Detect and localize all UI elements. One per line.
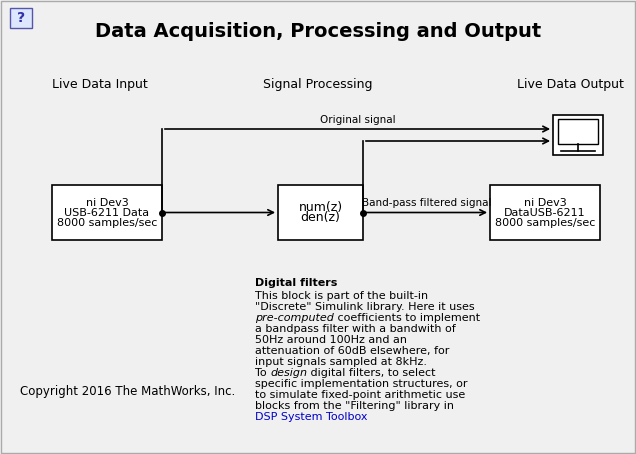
Text: digital filters, to select: digital filters, to select xyxy=(307,368,436,378)
Text: 8000 samples/sec: 8000 samples/sec xyxy=(495,217,595,227)
Text: pre-computed: pre-computed xyxy=(255,313,334,323)
FancyBboxPatch shape xyxy=(553,115,603,155)
Text: to simulate fixed-point arithmetic use: to simulate fixed-point arithmetic use xyxy=(255,390,466,400)
Text: Copyright 2016 The MathWorks, Inc.: Copyright 2016 The MathWorks, Inc. xyxy=(20,385,235,398)
FancyBboxPatch shape xyxy=(558,119,598,144)
FancyBboxPatch shape xyxy=(490,185,600,240)
Text: ni Dev3: ni Dev3 xyxy=(86,197,128,207)
FancyBboxPatch shape xyxy=(278,185,363,240)
Text: 50Hz around 100Hz and an: 50Hz around 100Hz and an xyxy=(255,335,407,345)
Text: Data Acquisition, Processing and Output: Data Acquisition, Processing and Output xyxy=(95,22,541,41)
Text: num(z): num(z) xyxy=(298,201,343,213)
FancyBboxPatch shape xyxy=(52,185,162,240)
Text: DSP System Toolbox: DSP System Toolbox xyxy=(255,412,368,422)
Text: 8000 samples/sec: 8000 samples/sec xyxy=(57,217,157,227)
Text: design: design xyxy=(270,368,307,378)
Text: blocks from the "Filtering" library in: blocks from the "Filtering" library in xyxy=(255,401,454,411)
Text: attenuation of 60dB elsewhere, for: attenuation of 60dB elsewhere, for xyxy=(255,346,450,356)
Text: den(z): den(z) xyxy=(301,212,340,224)
Text: Digital filters: Digital filters xyxy=(255,278,337,288)
Text: "Discrete" Simulink library. Here it uses: "Discrete" Simulink library. Here it use… xyxy=(255,302,474,312)
Text: DataUSB-6211: DataUSB-6211 xyxy=(504,207,586,217)
Text: a bandpass filter with a bandwith of: a bandpass filter with a bandwith of xyxy=(255,324,456,334)
Text: This block is part of the built-in: This block is part of the built-in xyxy=(255,291,428,301)
Text: Signal Processing: Signal Processing xyxy=(263,78,373,91)
Text: input signals sampled at 8kHz.: input signals sampled at 8kHz. xyxy=(255,357,427,367)
Text: coefficients to implement: coefficients to implement xyxy=(334,313,480,323)
Text: ni Dev3: ni Dev3 xyxy=(523,197,567,207)
Text: Live Data Input: Live Data Input xyxy=(52,78,148,91)
Text: Live Data Output: Live Data Output xyxy=(516,78,623,91)
Text: To: To xyxy=(255,368,270,378)
Text: ?: ? xyxy=(17,11,25,25)
Text: Band-pass filtered signal: Band-pass filtered signal xyxy=(362,197,491,207)
Text: USB-6211 Data: USB-6211 Data xyxy=(64,207,149,217)
FancyBboxPatch shape xyxy=(10,8,32,28)
Text: Original signal: Original signal xyxy=(320,115,396,125)
Text: specific implementation structures, or: specific implementation structures, or xyxy=(255,379,467,389)
